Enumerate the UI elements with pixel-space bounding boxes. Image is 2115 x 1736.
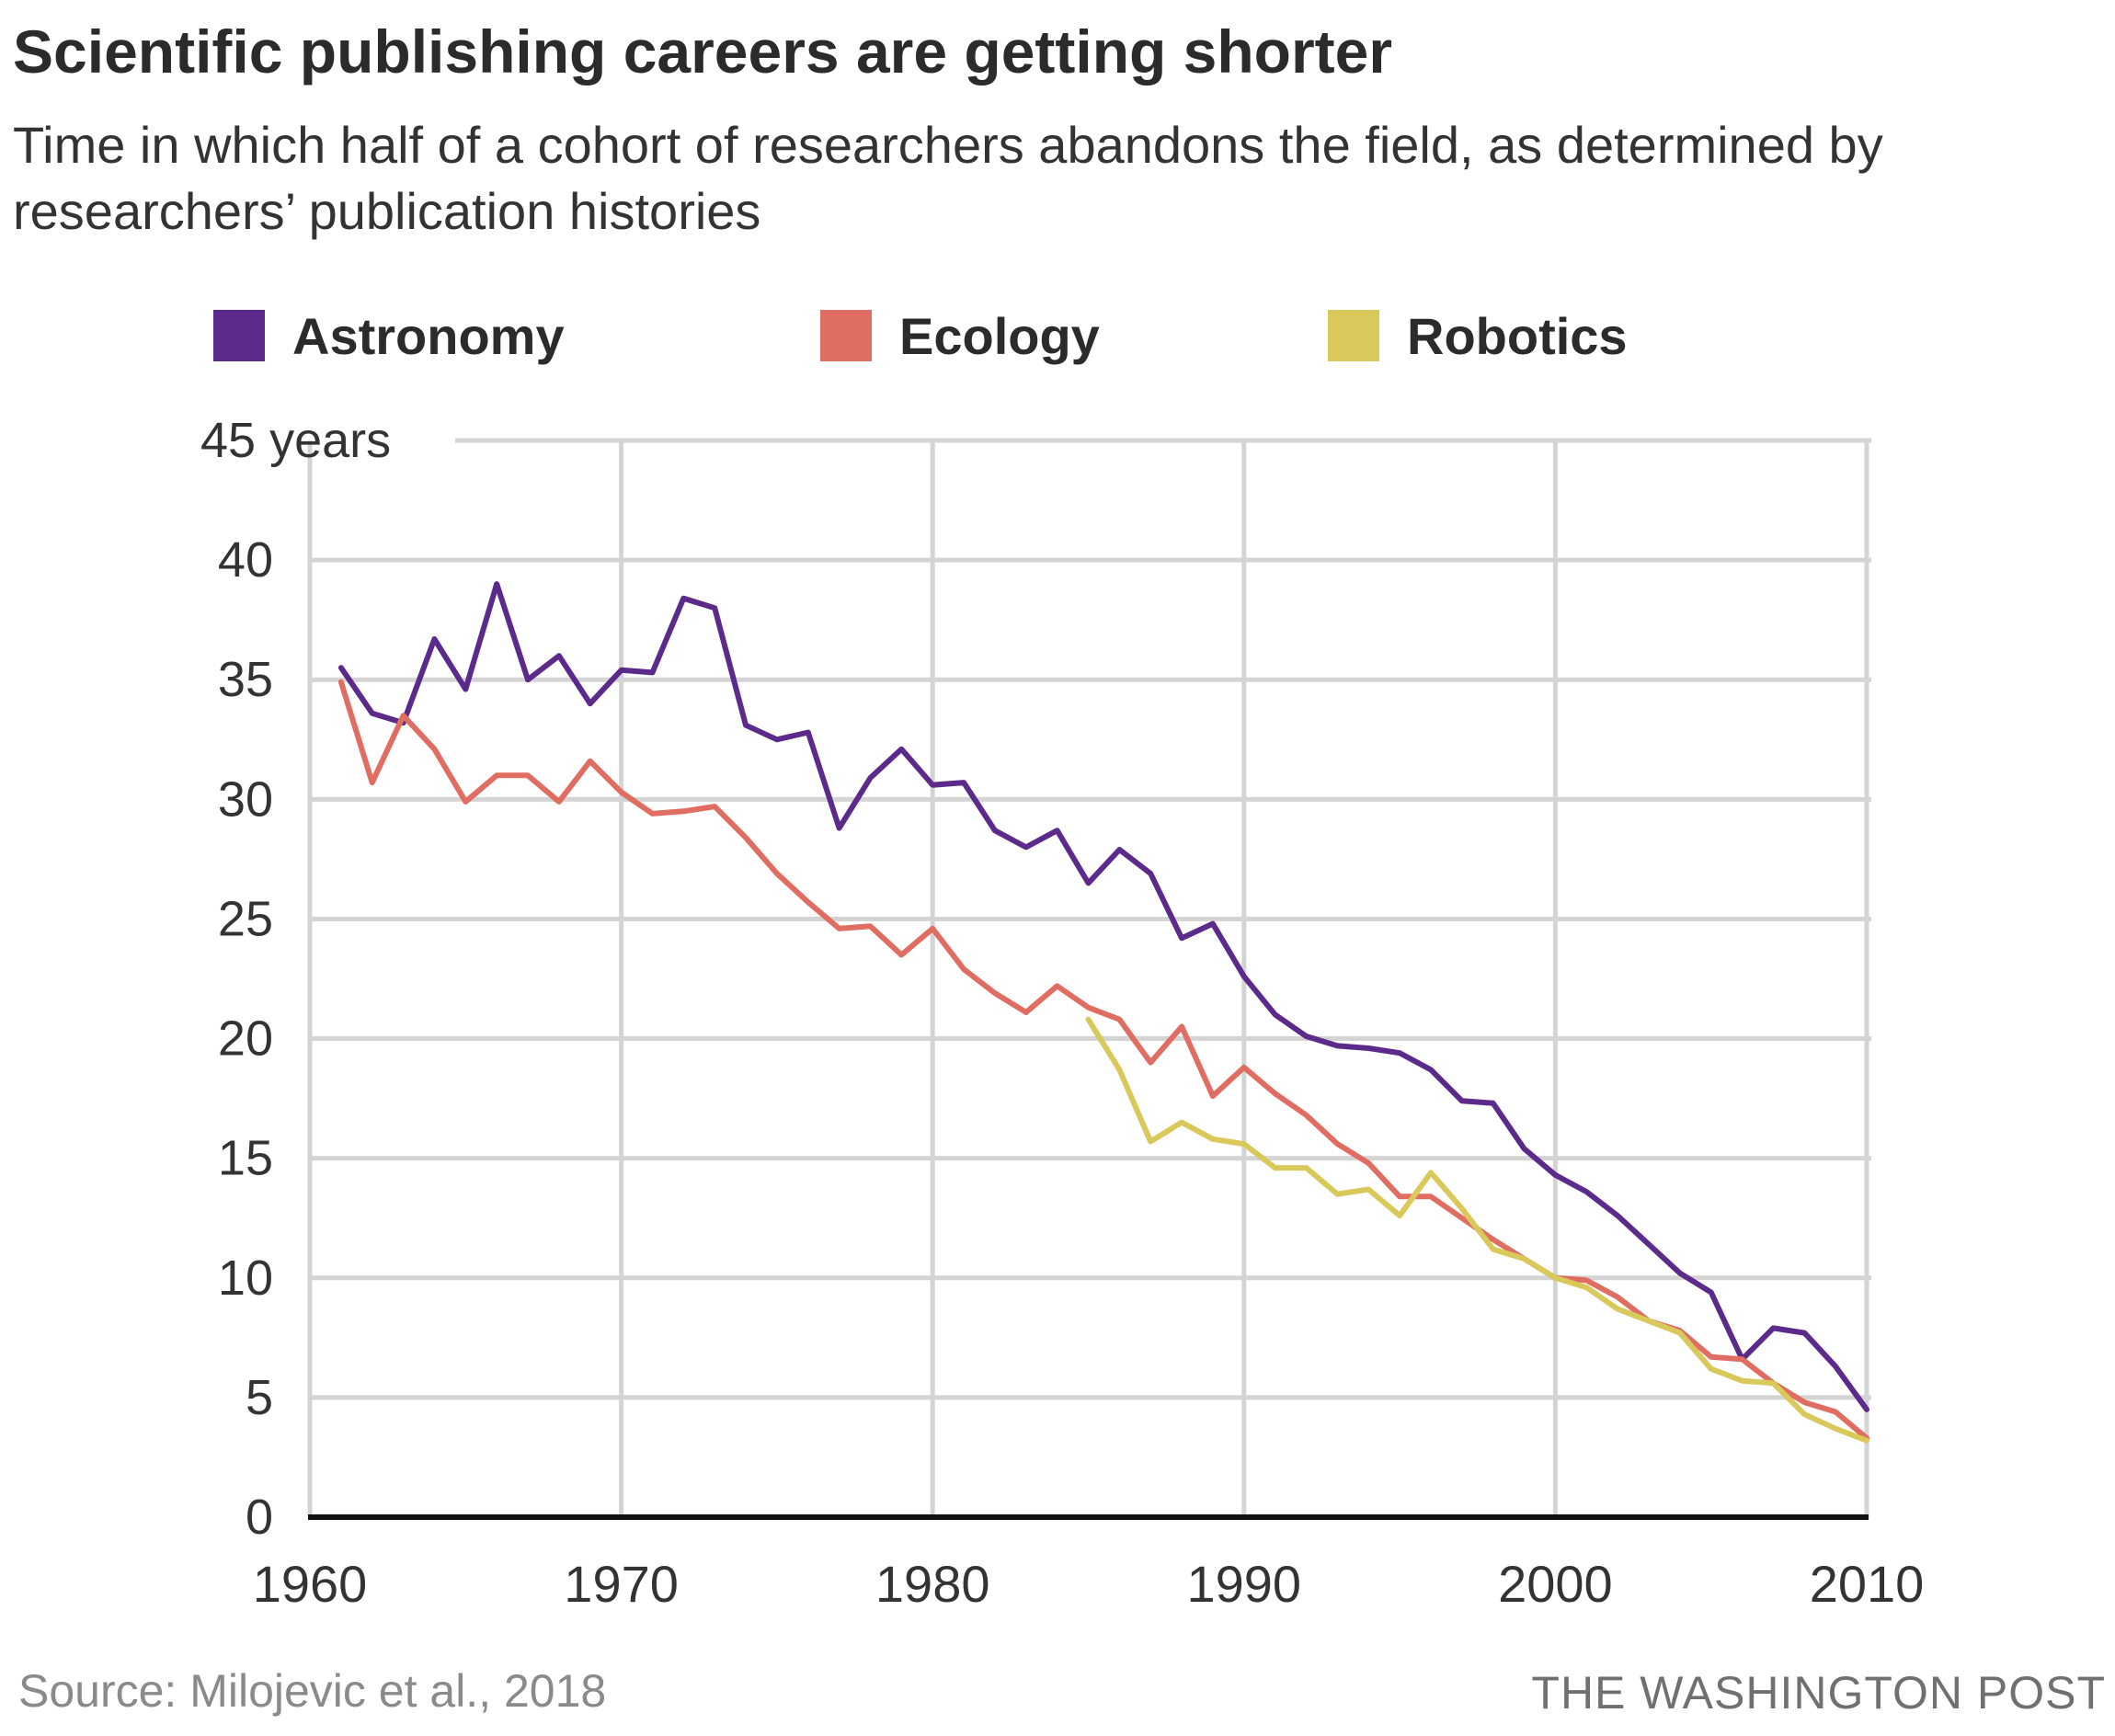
y-tick-label-20: 20	[218, 1011, 273, 1067]
chart-subtitle: Time in which half of a cohort of resear…	[13, 116, 1883, 240]
y-tick-label-10: 10	[218, 1251, 273, 1306]
y-tick-label-35: 35	[218, 652, 273, 707]
y-tick-label-5: 5	[246, 1370, 273, 1425]
series-line-robotics	[1085, 1016, 1869, 1444]
y-tick-label-40: 40	[218, 532, 273, 588]
y-tick-label-0: 0	[246, 1490, 273, 1545]
legend-item-ecology: Ecology	[820, 303, 1100, 368]
x-tick-label-1970: 1970	[564, 1555, 679, 1613]
x-tick-label-1990: 1990	[1187, 1555, 1302, 1613]
legend-swatch-astronomy	[213, 310, 265, 361]
publisher-credit: THE WASHINGTON POST	[1531, 1667, 2106, 1719]
y-tick-label-45: 45 years	[200, 413, 391, 468]
series-line-astronomy	[337, 581, 1869, 1412]
x-tick-label-1960: 1960	[253, 1555, 368, 1613]
source-note: Source: Milojevic et al., 2018	[18, 1665, 607, 1717]
legend: Astronomy Ecology Robotics	[0, 303, 2115, 368]
legend-item-astronomy: Astronomy	[213, 303, 565, 368]
legend-label-astronomy: Astronomy	[292, 306, 565, 365]
grid-layer	[307, 438, 1871, 1517]
legend-label-ecology: Ecology	[899, 306, 1100, 365]
legend-item-robotics: Robotics	[1328, 303, 1628, 368]
axis-layer: 0 5 10 15 20 25 30 35 40 45 years 1960 1970 1980 1990…	[200, 413, 1924, 1613]
legend-label-robotics: Robotics	[1407, 306, 1628, 365]
y-tick-label-25: 25	[218, 891, 273, 946]
series-line-ecology	[337, 679, 1869, 1442]
legend-swatch-ecology	[820, 310, 872, 361]
x-tick-label-2010: 2010	[1810, 1555, 1925, 1613]
chart-title: Scientific publishing careers are gettin…	[13, 17, 1393, 86]
x-tick-label-2000: 2000	[1498, 1555, 1613, 1613]
x-tick-label-1980: 1980	[875, 1555, 990, 1613]
series-layer	[337, 581, 1869, 1444]
legend-swatch-robotics	[1328, 310, 1379, 361]
y-tick-label-30: 30	[218, 771, 273, 827]
y-tick-label-15: 15	[218, 1131, 273, 1186]
